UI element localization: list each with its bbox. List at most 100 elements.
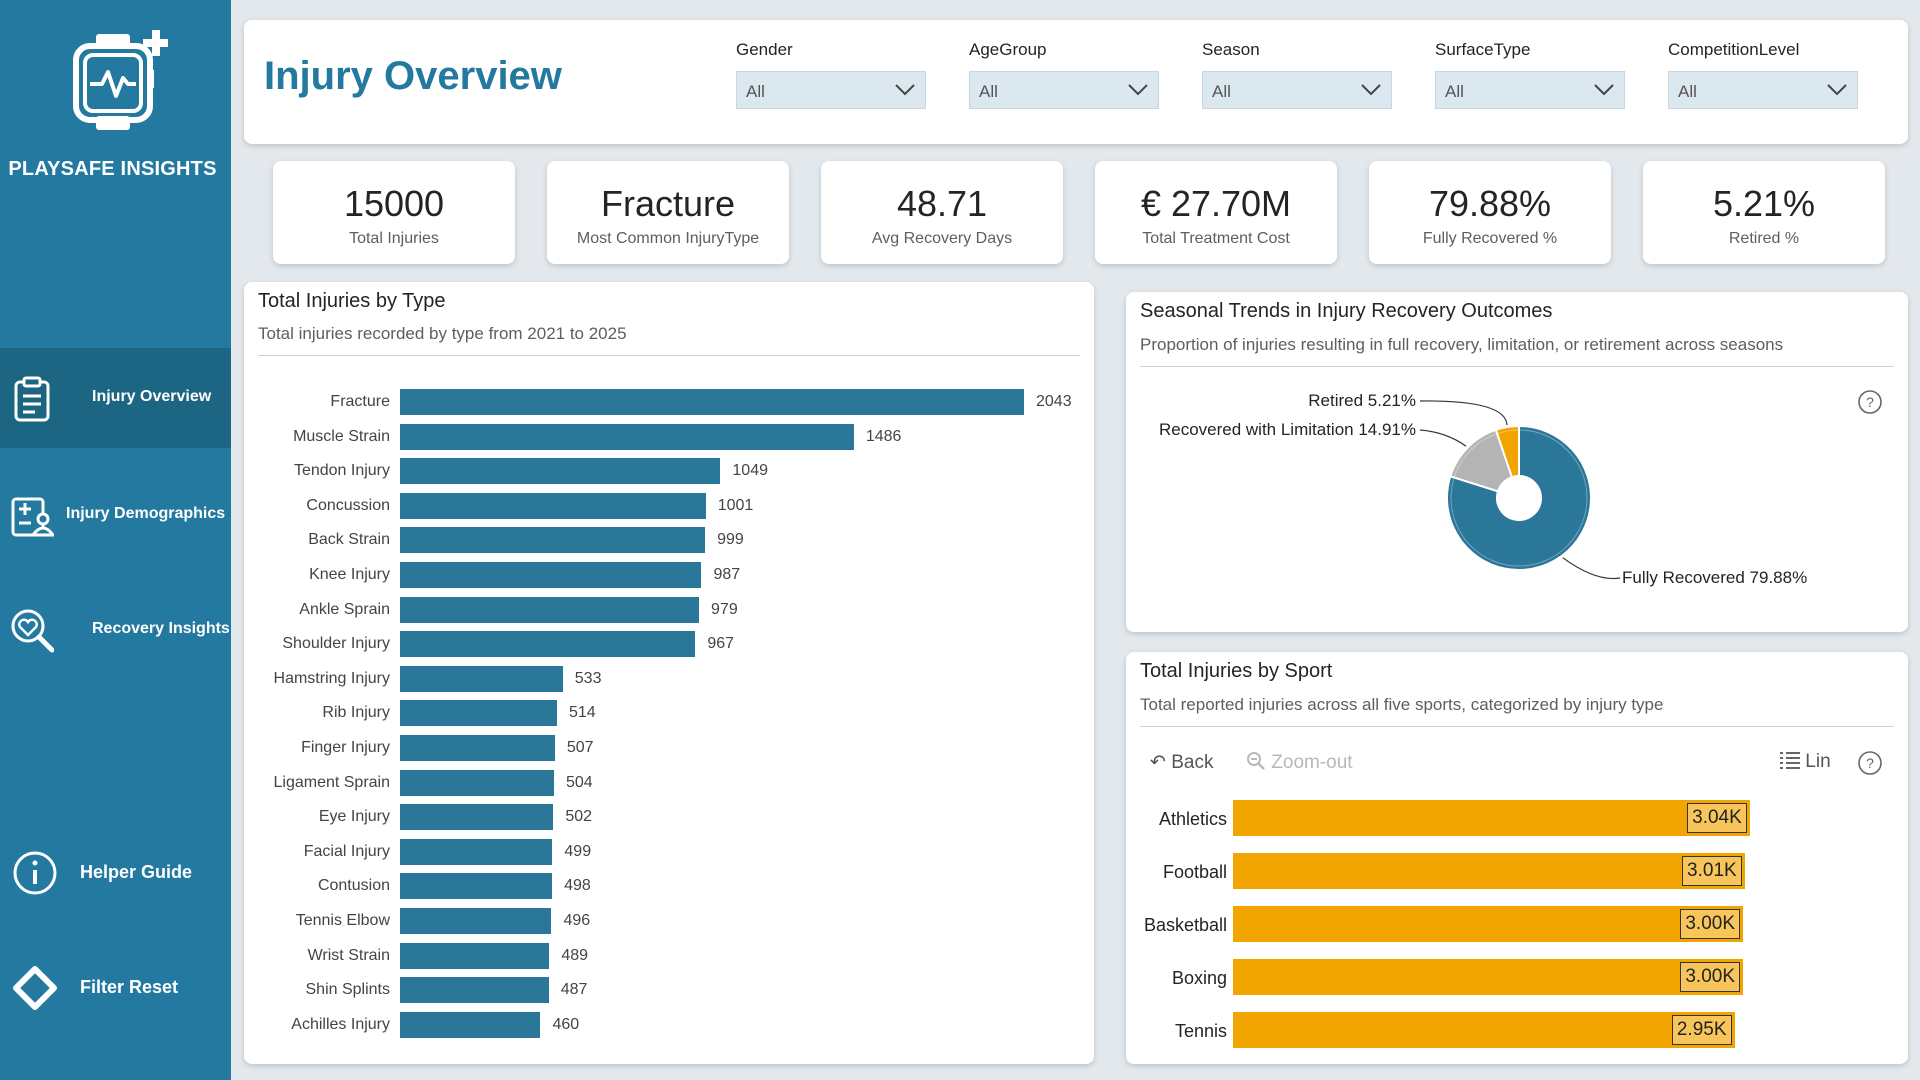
linear-scale-button[interactable]: Lin [1780, 751, 1831, 773]
sport-bar[interactable]: 3.04K [1233, 800, 1750, 836]
type-bar[interactable] [400, 908, 552, 934]
type-bar[interactable] [400, 562, 702, 588]
kpi-label: Total Treatment Cost [1142, 230, 1290, 247]
type-category-label: Eye Injury [318, 808, 390, 826]
competitionlevel-dropdown[interactable]: All [1668, 71, 1858, 109]
gender-dropdown[interactable]: All [736, 71, 926, 109]
type-bar-row[interactable]: Tendon Injury 1049 [244, 458, 1094, 485]
svg-text:?: ? [1866, 394, 1874, 410]
nav-item-injury-demographics[interactable]: Injury Demographics [0, 465, 231, 565]
sport-category-label: Football [1162, 862, 1227, 882]
type-bar[interactable] [400, 596, 700, 623]
type-bar-row[interactable]: Tennis Elbow 496 [244, 908, 1094, 934]
type-bar-row[interactable]: Achilles Injury 460 [244, 1011, 1094, 1038]
agegroup-dropdown[interactable]: All [969, 71, 1159, 109]
type-bar-row[interactable]: Shin Splints 487 [244, 977, 1094, 1004]
type-bar[interactable] [400, 838, 553, 865]
type-bar[interactable] [400, 804, 554, 831]
help-icon[interactable]: ? [1857, 389, 1883, 415]
type-bar-row[interactable]: Ligament Sprain 504 [244, 769, 1094, 796]
type-value-label: 499 [564, 842, 592, 860]
sport-bar-row[interactable]: Tennis 2.95K [1126, 1012, 1908, 1048]
type-bar[interactable] [400, 873, 553, 900]
kpi-value: 5.21% [1712, 183, 1816, 224]
zoom-out-icon [1247, 752, 1265, 770]
kpi-value: 15000 [343, 183, 445, 224]
type-bar-row[interactable]: Contusion 498 [244, 873, 1094, 900]
help-icon[interactable]: ? [1857, 750, 1883, 776]
surfacetype-dropdown[interactable]: All [1435, 71, 1625, 109]
sport-bar-row[interactable]: Athletics 3.04K [1126, 800, 1908, 836]
season-dropdown[interactable]: All [1202, 71, 1392, 109]
type-bar-row[interactable]: Facial Injury 499 [244, 838, 1094, 865]
sport-bar[interactable]: 3.00K [1233, 906, 1743, 942]
nav-label: Injury Overview [92, 388, 212, 405]
donut-leader-line [1419, 429, 1467, 447]
type-value-label: 496 [563, 912, 591, 929]
brand-name: PLAYSAFE INSIGHTS [8, 158, 217, 180]
type-value-label: 2043 [1036, 393, 1072, 410]
type-bar[interactable] [400, 700, 557, 727]
type-bar-row[interactable]: Muscle Strain 1486 [244, 423, 1094, 450]
nav-item-injury-overview[interactable]: Injury Overview [0, 348, 231, 448]
type-bar-row[interactable]: Knee Injury 987 [244, 562, 1094, 588]
type-bar-row[interactable]: Back Strain 999 [244, 527, 1094, 554]
sport-bar[interactable]: 3.01K [1233, 853, 1745, 889]
donut-slice-label: Fully Recovered 79.88% [1622, 568, 1807, 587]
type-value-label: 498 [564, 877, 591, 895]
donut-slice-fully-recovered[interactable] [1446, 424, 1592, 571]
back-button[interactable]: ↶ Back [1150, 751, 1213, 774]
donut-slice-label: Recovered with Limitation 14.91% [1159, 420, 1416, 439]
eraser-icon [13, 966, 57, 1010]
sport-bar-row[interactable]: Football 3.01K [1126, 853, 1908, 889]
sport-bar[interactable]: 3.00K [1233, 959, 1743, 995]
type-bar[interactable] [400, 977, 549, 1004]
type-bar[interactable] [400, 665, 563, 692]
type-bar-row[interactable]: Ankle Sprain 979 [244, 596, 1094, 623]
type-value-label: 987 [713, 566, 741, 583]
type-bar-row[interactable]: Finger Injury 507 [244, 735, 1094, 761]
injuries-by-type-card: Total Injuries by Type Total injuries re… [244, 282, 1094, 1064]
type-bar-row[interactable]: Fracture 2043 [244, 389, 1094, 415]
type-value-label: 489 [561, 946, 589, 964]
filter-reset-button[interactable]: Filter Reset [0, 958, 231, 1018]
type-bar-row[interactable]: Hamstring Injury 533 [244, 665, 1094, 692]
zoom-out-button[interactable]: Zoom-out [1246, 751, 1353, 774]
type-category-label: Back Strain [308, 531, 390, 549]
divider [258, 355, 1080, 356]
type-category-label: Knee Injury [309, 566, 390, 583]
user-demographics-icon [11, 497, 54, 537]
zoom-out-label: Zoom-out [1271, 752, 1353, 773]
type-bar-row[interactable]: Eye Injury 502 [244, 804, 1094, 831]
nav-item-recovery-insights[interactable]: Recovery Insights [0, 580, 231, 680]
kpi-value: € 27.70M [1140, 183, 1292, 224]
type-bar[interactable] [400, 423, 854, 450]
kpi-label: Retired % [1728, 230, 1800, 247]
type-bar[interactable] [400, 942, 550, 969]
donut-slice-retired[interactable] [1494, 424, 1520, 479]
filter-surfacetype: SurfaceType All [1435, 40, 1625, 109]
type-bar[interactable] [400, 492, 706, 519]
sport-bar-row[interactable]: Boxing 3.00K [1126, 959, 1908, 995]
type-value-label: 514 [568, 704, 596, 722]
type-bar[interactable] [400, 1011, 541, 1038]
chevron-down-icon [1827, 84, 1847, 96]
type-bar[interactable] [400, 735, 555, 761]
sport-category-label: Tennis [1174, 1021, 1227, 1041]
type-bar-row[interactable]: Shoulder Injury 967 [244, 631, 1094, 658]
type-bar[interactable] [400, 769, 554, 796]
back-label: Back [1171, 752, 1214, 773]
type-bar[interactable] [400, 389, 1024, 415]
type-bar[interactable] [400, 458, 721, 485]
sport-bar-row[interactable]: Basketball 3.00K [1126, 906, 1908, 942]
type-category-label: Tendon Injury [293, 462, 390, 480]
type-bar-row[interactable]: Wrist Strain 489 [244, 942, 1094, 969]
type-bar[interactable] [400, 631, 696, 658]
kpi-label: Total Injuries [349, 230, 439, 247]
type-bar-row[interactable]: Rib Injury 514 [244, 700, 1094, 727]
type-bar-row[interactable]: Concussion 1001 [244, 492, 1094, 519]
helper-guide-button[interactable]: Helper Guide [0, 843, 231, 903]
type-bar[interactable] [400, 527, 706, 554]
chevron-down-icon [1128, 84, 1148, 96]
sport-bar[interactable]: 2.95K [1233, 1012, 1735, 1048]
